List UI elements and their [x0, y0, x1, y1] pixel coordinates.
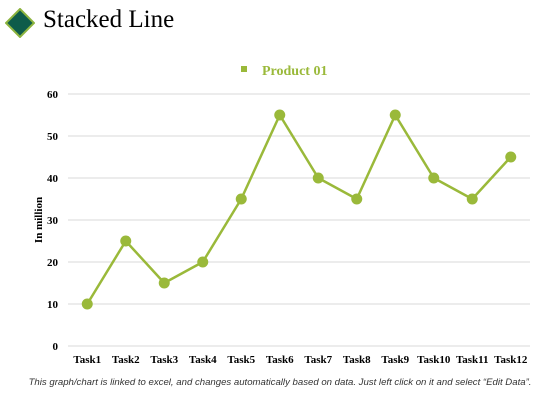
data-point — [81, 298, 93, 310]
y-tick-label: 0 — [53, 341, 59, 353]
series-line — [86, 113, 512, 305]
x-tick-label: Task10 — [417, 354, 451, 366]
legend-marker — [241, 66, 247, 72]
y-tick-label: 40 — [47, 173, 59, 185]
x-tick-label: Task8 — [343, 354, 371, 366]
diamond-icon — [5, 8, 35, 38]
data-point — [274, 109, 286, 121]
data-point — [428, 172, 440, 184]
x-tick-label: Task3 — [150, 354, 178, 366]
x-tick-label: Task2 — [112, 354, 140, 366]
x-tick-label: Task5 — [227, 354, 255, 366]
y-tick-label: 50 — [47, 131, 59, 143]
y-axis-label: In million — [33, 197, 45, 243]
y-tick-label: 10 — [47, 299, 59, 311]
x-tick-label: Task11 — [456, 354, 489, 366]
data-point — [312, 172, 324, 184]
x-tick-label: Task12 — [494, 354, 528, 366]
y-tick-label: 60 — [47, 89, 59, 101]
data-point — [466, 193, 478, 205]
data-point — [197, 256, 209, 268]
footnote: This graph/chart is linked to excel, and… — [28, 377, 532, 388]
x-tick-label: Task9 — [381, 354, 409, 366]
x-tick-label: Task1 — [73, 354, 101, 366]
data-point — [158, 277, 170, 289]
x-tick-label: Task4 — [189, 354, 217, 366]
y-tick-label: 20 — [47, 257, 59, 269]
legend-label: Product 01 — [262, 64, 327, 79]
data-point — [351, 193, 363, 205]
y-tick-label: 30 — [47, 215, 59, 227]
data-point — [120, 235, 132, 247]
page-title: Stacked Line — [43, 6, 175, 33]
data-point — [505, 151, 517, 163]
data-point — [389, 109, 401, 121]
x-tick-label: Task6 — [266, 354, 294, 366]
x-tick-label: Task7 — [304, 354, 332, 366]
data-point — [235, 193, 247, 205]
